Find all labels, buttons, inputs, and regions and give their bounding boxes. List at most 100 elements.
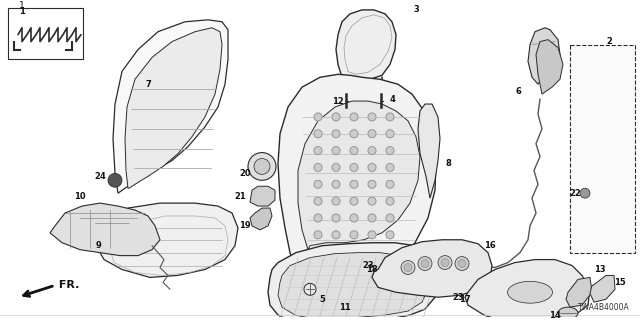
Polygon shape bbox=[528, 28, 560, 84]
Text: 8: 8 bbox=[445, 159, 451, 168]
Text: 1: 1 bbox=[19, 7, 25, 16]
Circle shape bbox=[455, 257, 469, 270]
Polygon shape bbox=[465, 260, 590, 320]
Circle shape bbox=[386, 214, 394, 222]
Text: 16: 16 bbox=[484, 241, 496, 250]
Text: 4: 4 bbox=[389, 95, 395, 104]
Polygon shape bbox=[100, 203, 238, 277]
Ellipse shape bbox=[558, 307, 578, 319]
Circle shape bbox=[314, 130, 322, 138]
Text: 15: 15 bbox=[614, 278, 626, 287]
Circle shape bbox=[314, 147, 322, 155]
Text: FR.: FR. bbox=[55, 280, 79, 290]
Circle shape bbox=[386, 130, 394, 138]
Circle shape bbox=[368, 231, 376, 239]
Circle shape bbox=[332, 147, 340, 155]
Text: 21: 21 bbox=[234, 192, 246, 201]
Circle shape bbox=[304, 283, 316, 295]
Text: 1: 1 bbox=[19, 2, 25, 11]
Circle shape bbox=[350, 130, 358, 138]
Polygon shape bbox=[536, 40, 563, 94]
Circle shape bbox=[386, 113, 394, 121]
Polygon shape bbox=[372, 240, 492, 297]
Circle shape bbox=[421, 260, 429, 268]
Circle shape bbox=[401, 260, 415, 275]
Bar bbox=[8, 8, 83, 60]
Circle shape bbox=[254, 158, 270, 174]
Circle shape bbox=[332, 197, 340, 205]
Circle shape bbox=[314, 164, 322, 172]
Polygon shape bbox=[590, 276, 615, 302]
Circle shape bbox=[314, 180, 322, 188]
Circle shape bbox=[314, 231, 322, 239]
Polygon shape bbox=[298, 101, 420, 250]
Circle shape bbox=[314, 214, 322, 222]
Bar bbox=[570, 44, 635, 253]
Text: 23: 23 bbox=[362, 261, 374, 270]
Text: 6: 6 bbox=[515, 87, 521, 96]
Polygon shape bbox=[418, 104, 440, 198]
Circle shape bbox=[350, 214, 358, 222]
Circle shape bbox=[350, 197, 358, 205]
Polygon shape bbox=[336, 10, 396, 79]
Text: 24: 24 bbox=[94, 172, 106, 181]
Circle shape bbox=[332, 180, 340, 188]
Circle shape bbox=[332, 113, 340, 121]
Circle shape bbox=[350, 231, 358, 239]
Text: 14: 14 bbox=[549, 310, 561, 320]
Circle shape bbox=[386, 164, 394, 172]
Circle shape bbox=[350, 147, 358, 155]
Polygon shape bbox=[278, 74, 436, 277]
Text: 18: 18 bbox=[366, 265, 378, 274]
Circle shape bbox=[350, 164, 358, 172]
Polygon shape bbox=[250, 208, 272, 230]
Polygon shape bbox=[268, 243, 440, 320]
Circle shape bbox=[438, 256, 452, 269]
Text: 20: 20 bbox=[239, 169, 251, 178]
Text: 3: 3 bbox=[413, 5, 419, 14]
Circle shape bbox=[368, 197, 376, 205]
Polygon shape bbox=[50, 203, 160, 256]
Circle shape bbox=[332, 214, 340, 222]
Circle shape bbox=[404, 264, 412, 271]
Circle shape bbox=[314, 197, 322, 205]
Text: 5: 5 bbox=[319, 295, 325, 304]
Circle shape bbox=[248, 153, 276, 180]
Text: 22: 22 bbox=[569, 189, 581, 198]
Text: 7: 7 bbox=[145, 80, 151, 89]
Circle shape bbox=[580, 188, 590, 198]
Circle shape bbox=[350, 180, 358, 188]
Circle shape bbox=[368, 214, 376, 222]
Circle shape bbox=[332, 164, 340, 172]
Circle shape bbox=[332, 130, 340, 138]
Text: 17: 17 bbox=[459, 295, 471, 304]
Circle shape bbox=[441, 259, 449, 267]
Circle shape bbox=[350, 113, 358, 121]
Text: 9: 9 bbox=[95, 241, 101, 250]
Circle shape bbox=[368, 164, 376, 172]
Text: TWA4B4000A: TWA4B4000A bbox=[579, 303, 630, 312]
Text: 23: 23 bbox=[452, 293, 464, 302]
Circle shape bbox=[368, 130, 376, 138]
Text: 2: 2 bbox=[606, 37, 612, 46]
Ellipse shape bbox=[508, 281, 552, 303]
Polygon shape bbox=[278, 253, 428, 319]
Circle shape bbox=[386, 147, 394, 155]
Polygon shape bbox=[113, 20, 228, 193]
Circle shape bbox=[386, 197, 394, 205]
Circle shape bbox=[368, 113, 376, 121]
Circle shape bbox=[386, 180, 394, 188]
Text: 13: 13 bbox=[594, 265, 606, 274]
Circle shape bbox=[458, 260, 466, 268]
Text: 12: 12 bbox=[332, 97, 344, 106]
Polygon shape bbox=[250, 186, 275, 206]
Circle shape bbox=[418, 257, 432, 270]
Circle shape bbox=[368, 147, 376, 155]
Circle shape bbox=[386, 231, 394, 239]
Circle shape bbox=[108, 173, 122, 187]
Circle shape bbox=[332, 231, 340, 239]
Text: 11: 11 bbox=[339, 303, 351, 312]
Polygon shape bbox=[566, 277, 592, 307]
Circle shape bbox=[314, 113, 322, 121]
Text: 10: 10 bbox=[74, 192, 86, 201]
